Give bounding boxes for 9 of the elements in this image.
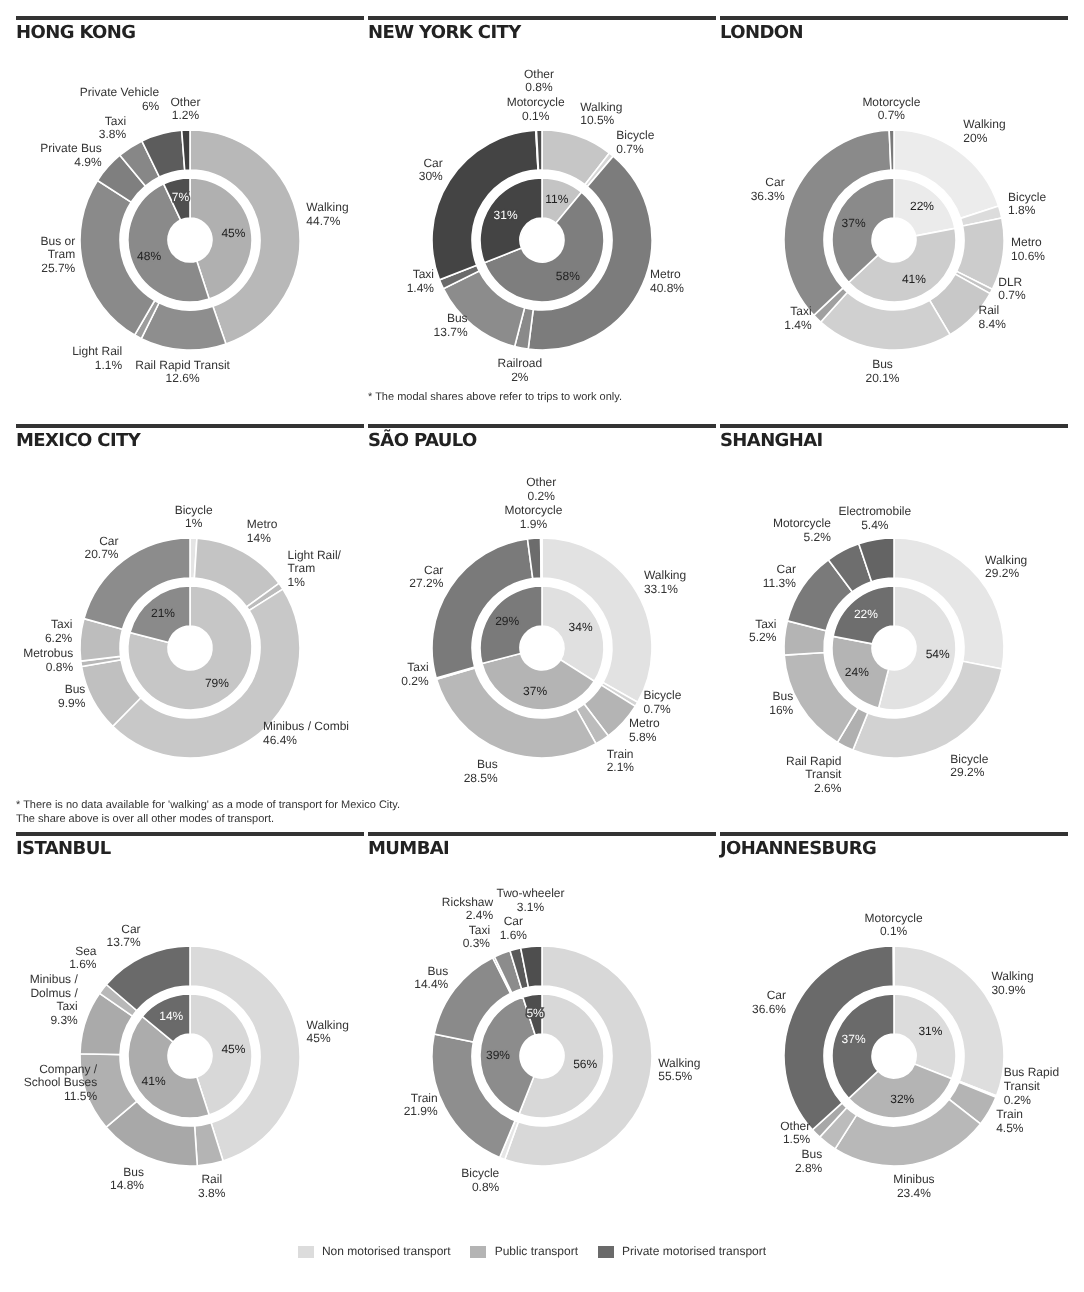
chart-title: MUMBAI: [368, 832, 716, 864]
chart-title: ISTANBUL: [16, 832, 364, 864]
chart-title: JOHANNESBURG: [720, 832, 1068, 864]
chart-title: LONDON: [720, 16, 1068, 48]
chart-title: MEXICO CITY: [16, 424, 364, 456]
chart-title: SÃO PAULO: [368, 424, 716, 456]
chart-title: HONG KONG: [16, 16, 364, 48]
chart-title: NEW YORK CITY: [368, 16, 716, 48]
chart-title: SHANGHAI: [720, 424, 1068, 456]
